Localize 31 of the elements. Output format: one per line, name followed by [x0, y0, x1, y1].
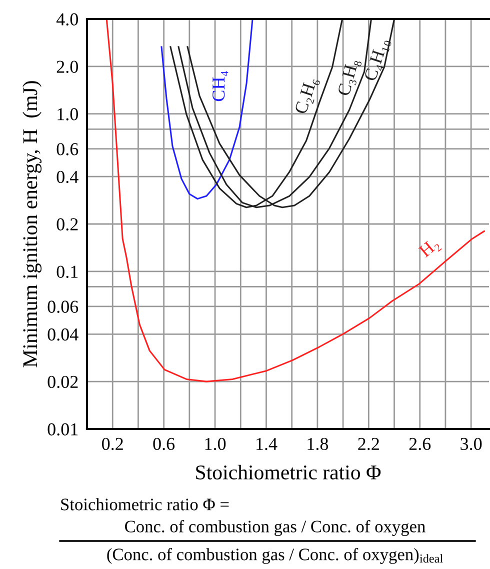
y-tick-label: 0.04 — [48, 328, 78, 341]
text: C₄H₁₀ — [364, 37, 392, 83]
y-tick-label: 0.2 — [56, 218, 78, 231]
text: C₂H₆ — [294, 76, 320, 116]
text: H₂ — [418, 237, 442, 260]
text: Conc. of combustion gas / Conc. of oxygen — [125, 520, 426, 536]
y-tick-label: 0.6 — [56, 143, 78, 156]
x-tick-label: 0.2 — [102, 438, 123, 450]
y-tick-label: 2.0 — [56, 60, 78, 73]
x-tick-label: 1.4 — [256, 438, 278, 450]
line-series — [160, 19, 254, 200]
y-tick-label: 4.0 — [56, 13, 78, 26]
text: Stoichiometric ratio Φ = — [61, 498, 229, 510]
y-tick-label: 0.1 — [56, 266, 78, 278]
x-tick-label: 2.6 — [409, 438, 431, 450]
text: CH₄ — [212, 71, 228, 102]
x-tick-label: 1.8 — [308, 438, 328, 450]
x-tick-label: 0.6 — [153, 438, 175, 450]
x-tick-label: 3.0 — [460, 438, 482, 450]
y-axis-title: Minimum ignition energy, H (mJ) — [22, 81, 42, 368]
y-tick-label: 0.06 — [48, 300, 78, 313]
x-tick-label: 2.2 — [358, 438, 379, 450]
y-tick-label: 0.02 — [48, 376, 78, 388]
x-axis-title: Stoichiometric ratio Φ — [196, 464, 381, 480]
text: (Conc. of combustion gas / Conc. of oxygen)$_{ideal}$ — [107, 548, 443, 564]
y-tick-label: 0.4 — [56, 170, 78, 184]
text: C₃H₈ — [337, 58, 362, 98]
y-tick-label: 0.01 — [48, 423, 78, 436]
x-tick-label: 1.0 — [205, 438, 226, 450]
line-series — [106, 19, 485, 382]
y-tick-label: 1.0 — [58, 108, 78, 120]
